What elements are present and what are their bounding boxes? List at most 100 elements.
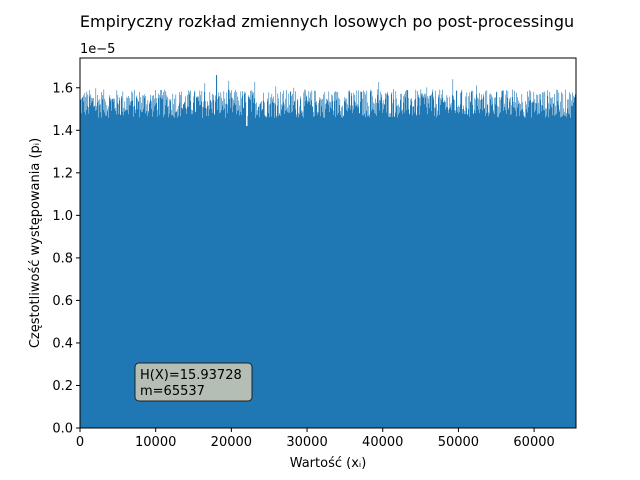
histogram-bin: [406, 89, 407, 428]
histogram-bin: [298, 112, 300, 428]
histogram-bin: [467, 114, 469, 428]
histogram-bin: [122, 111, 123, 428]
histogram-bin: [219, 96, 220, 429]
histogram-bin: [501, 91, 503, 428]
histogram-bin: [375, 113, 377, 429]
histogram-bin: [425, 97, 427, 428]
histogram-bin: [395, 112, 396, 428]
histogram-bin: [275, 104, 276, 428]
histogram-bin: [557, 101, 559, 428]
histogram-bin: [270, 97, 272, 428]
histogram-bin: [389, 117, 390, 429]
histogram-bin: [336, 91, 338, 428]
histogram-bin: [384, 104, 386, 429]
histogram-bin: [160, 97, 162, 428]
histogram-bin: [129, 98, 131, 429]
x-tick-label: 30000: [286, 435, 327, 450]
histogram-bin: [455, 110, 457, 429]
histogram-bin: [559, 112, 561, 429]
histogram-bin: [468, 96, 470, 428]
histogram-bin: [440, 104, 441, 428]
histogram-bin: [182, 109, 183, 429]
histogram-bin: [292, 111, 294, 428]
histogram-bin: [404, 94, 405, 428]
histogram-bin: [174, 98, 175, 428]
histogram-bin: [295, 109, 297, 429]
y-tick-label: 0.4: [52, 336, 73, 351]
histogram-bin: [212, 93, 213, 428]
histogram-bin: [319, 97, 321, 428]
histogram-bin: [341, 117, 343, 428]
histogram-bin: [536, 94, 538, 428]
histogram-bin: [354, 94, 356, 428]
histogram-bin: [241, 114, 243, 428]
histogram-bin: [112, 98, 113, 429]
histogram-bin: [194, 92, 195, 428]
histogram-bin: [418, 94, 420, 429]
histogram-bin: [191, 109, 192, 428]
histogram-bin: [364, 113, 365, 428]
histogram-bin: [509, 101, 511, 428]
histogram-bin: [353, 109, 354, 428]
histogram-bin: [304, 89, 306, 429]
histogram-bin: [250, 90, 251, 428]
histogram-bin: [374, 103, 376, 428]
histogram-bin: [384, 104, 385, 428]
histogram-bin: [563, 114, 564, 428]
histogram-bin: [95, 88, 97, 428]
histogram-bin: [388, 95, 389, 428]
histogram-bin: [94, 105, 96, 428]
histogram-bin: [342, 105, 343, 428]
histogram-bin: [277, 105, 278, 429]
histogram-bin: [323, 117, 325, 429]
histogram-bin: [135, 109, 137, 429]
histogram-bin: [143, 95, 145, 429]
histogram-bin: [570, 94, 571, 429]
histogram-bin: [268, 92, 270, 429]
histogram-bin: [139, 91, 140, 428]
histogram-bin: [334, 100, 336, 428]
plot-area-frame: [79, 57, 577, 429]
histogram-bin: [245, 92, 246, 429]
histogram-bin: [284, 113, 285, 428]
histogram-bin: [563, 108, 565, 429]
histogram-bin: [286, 89, 287, 428]
histogram-bin: [233, 100, 234, 428]
histogram-bin: [107, 109, 108, 428]
histogram-bin: [453, 96, 454, 429]
histogram-bin: [464, 110, 466, 429]
histogram-bin: [436, 117, 438, 429]
histogram-bin: [316, 101, 317, 428]
histogram-bin: [223, 110, 224, 428]
histogram-bin: [168, 106, 170, 428]
histogram-bin: [200, 104, 202, 429]
histogram-bin: [513, 107, 515, 428]
histogram-bin: [159, 95, 161, 428]
histogram-bin: [318, 103, 320, 428]
histogram-bin: [534, 112, 535, 429]
histogram-bin: [426, 107, 427, 428]
histogram-bin: [502, 90, 504, 429]
histogram-bin: [403, 96, 404, 428]
histogram-bin: [551, 107, 553, 428]
histogram-bin: [228, 89, 229, 429]
histogram-bin: [432, 92, 433, 428]
histogram-bin: [273, 96, 274, 429]
histogram-bin: [370, 91, 371, 428]
histogram-bin: [456, 90, 458, 428]
histogram-bin: [198, 96, 199, 428]
histogram-bin: [159, 115, 160, 428]
histogram-bin: [98, 100, 99, 428]
histogram-bin: [540, 94, 542, 428]
histogram-bin: [85, 97, 87, 428]
histogram-bin: [415, 89, 417, 428]
histogram-bin: [235, 89, 236, 428]
histogram-bin: [469, 116, 470, 429]
histogram-bin: [550, 104, 552, 428]
histogram-bin: [387, 92, 388, 428]
histogram-bin: [101, 117, 103, 429]
histogram-bin: [555, 105, 556, 428]
histogram-bin: [264, 115, 266, 428]
histogram-bin: [253, 92, 254, 428]
histogram-bin: [270, 103, 271, 428]
